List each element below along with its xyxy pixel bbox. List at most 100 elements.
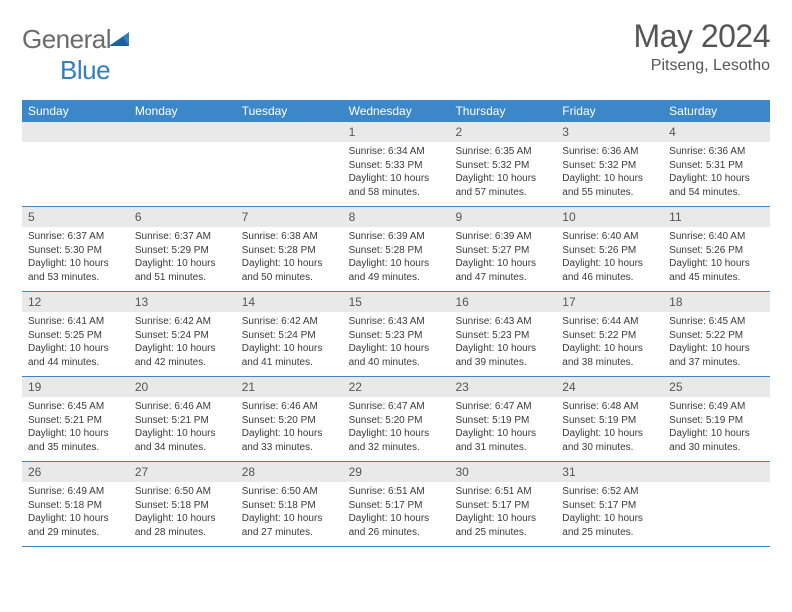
day-info: Sunrise: 6:49 AMSunset: 5:18 PMDaylight:… bbox=[22, 482, 129, 545]
day-cell: 23Sunrise: 6:47 AMSunset: 5:19 PMDayligh… bbox=[449, 377, 556, 461]
day-cell: 1Sunrise: 6:34 AMSunset: 5:33 PMDaylight… bbox=[343, 122, 450, 206]
sunset-line: Sunset: 5:21 PM bbox=[28, 415, 102, 426]
sunrise-line: Sunrise: 6:39 AM bbox=[455, 231, 531, 242]
daylight-line: Daylight: 10 hours and 34 minutes. bbox=[135, 428, 216, 453]
day-info: Sunrise: 6:47 AMSunset: 5:19 PMDaylight:… bbox=[449, 397, 556, 460]
sunset-line: Sunset: 5:21 PM bbox=[135, 415, 209, 426]
sunset-line: Sunset: 5:18 PM bbox=[28, 500, 102, 511]
sunset-line: Sunset: 5:18 PM bbox=[135, 500, 209, 511]
sunrise-line: Sunrise: 6:41 AM bbox=[28, 316, 104, 327]
sunset-line: Sunset: 5:20 PM bbox=[242, 415, 316, 426]
day-cell: 5Sunrise: 6:37 AMSunset: 5:30 PMDaylight… bbox=[22, 207, 129, 291]
sunset-line: Sunset: 5:17 PM bbox=[562, 500, 636, 511]
daylight-line: Daylight: 10 hours and 41 minutes. bbox=[242, 343, 323, 368]
sunrise-line: Sunrise: 6:43 AM bbox=[349, 316, 425, 327]
daylight-line: Daylight: 10 hours and 38 minutes. bbox=[562, 343, 643, 368]
day-cell: 8Sunrise: 6:39 AMSunset: 5:28 PMDaylight… bbox=[343, 207, 450, 291]
sunrise-line: Sunrise: 6:49 AM bbox=[669, 401, 745, 412]
daylight-line: Daylight: 10 hours and 29 minutes. bbox=[28, 513, 109, 538]
weekday-saturday: Saturday bbox=[663, 100, 770, 122]
day-cell: 17Sunrise: 6:44 AMSunset: 5:22 PMDayligh… bbox=[556, 292, 663, 376]
day-info: Sunrise: 6:42 AMSunset: 5:24 PMDaylight:… bbox=[129, 312, 236, 375]
day-number: 4 bbox=[663, 122, 770, 142]
sunrise-line: Sunrise: 6:46 AM bbox=[242, 401, 318, 412]
day-info: Sunrise: 6:45 AMSunset: 5:21 PMDaylight:… bbox=[22, 397, 129, 460]
day-info: Sunrise: 6:43 AMSunset: 5:23 PMDaylight:… bbox=[343, 312, 450, 375]
day-info: Sunrise: 6:49 AMSunset: 5:19 PMDaylight:… bbox=[663, 397, 770, 460]
empty-cell bbox=[236, 122, 343, 206]
day-number: 9 bbox=[449, 207, 556, 227]
sunset-line: Sunset: 5:19 PM bbox=[562, 415, 636, 426]
sunset-line: Sunset: 5:17 PM bbox=[455, 500, 529, 511]
daylight-line: Daylight: 10 hours and 53 minutes. bbox=[28, 258, 109, 283]
day-number: 31 bbox=[556, 462, 663, 482]
logo-text: General Blue bbox=[22, 22, 131, 86]
daylight-line: Daylight: 10 hours and 28 minutes. bbox=[135, 513, 216, 538]
sunrise-line: Sunrise: 6:42 AM bbox=[135, 316, 211, 327]
sunset-line: Sunset: 5:30 PM bbox=[28, 245, 102, 256]
empty-cell bbox=[663, 462, 770, 546]
sunrise-line: Sunrise: 6:51 AM bbox=[349, 486, 425, 497]
day-cell: 12Sunrise: 6:41 AMSunset: 5:25 PMDayligh… bbox=[22, 292, 129, 376]
sunset-line: Sunset: 5:24 PM bbox=[135, 330, 209, 341]
sunset-line: Sunset: 5:23 PM bbox=[455, 330, 529, 341]
day-number: 7 bbox=[236, 207, 343, 227]
day-info: Sunrise: 6:47 AMSunset: 5:20 PMDaylight:… bbox=[343, 397, 450, 460]
day-cell: 31Sunrise: 6:52 AMSunset: 5:17 PMDayligh… bbox=[556, 462, 663, 546]
daylight-line: Daylight: 10 hours and 51 minutes. bbox=[135, 258, 216, 283]
day-info: Sunrise: 6:45 AMSunset: 5:22 PMDaylight:… bbox=[663, 312, 770, 375]
sunset-line: Sunset: 5:33 PM bbox=[349, 160, 423, 171]
sunset-line: Sunset: 5:22 PM bbox=[669, 330, 743, 341]
day-cell: 28Sunrise: 6:50 AMSunset: 5:18 PMDayligh… bbox=[236, 462, 343, 546]
day-cell: 22Sunrise: 6:47 AMSunset: 5:20 PMDayligh… bbox=[343, 377, 450, 461]
sunset-line: Sunset: 5:31 PM bbox=[669, 160, 743, 171]
sunset-line: Sunset: 5:27 PM bbox=[455, 245, 529, 256]
day-cell: 9Sunrise: 6:39 AMSunset: 5:27 PMDaylight… bbox=[449, 207, 556, 291]
logo-word2: Blue bbox=[60, 55, 110, 85]
day-cell: 13Sunrise: 6:42 AMSunset: 5:24 PMDayligh… bbox=[129, 292, 236, 376]
sunset-line: Sunset: 5:18 PM bbox=[242, 500, 316, 511]
day-cell: 27Sunrise: 6:50 AMSunset: 5:18 PMDayligh… bbox=[129, 462, 236, 546]
sunset-line: Sunset: 5:19 PM bbox=[455, 415, 529, 426]
day-number: 18 bbox=[663, 292, 770, 312]
day-info: Sunrise: 6:42 AMSunset: 5:24 PMDaylight:… bbox=[236, 312, 343, 375]
daylight-line: Daylight: 10 hours and 30 minutes. bbox=[669, 428, 750, 453]
sunset-line: Sunset: 5:22 PM bbox=[562, 330, 636, 341]
sunset-line: Sunset: 5:17 PM bbox=[349, 500, 423, 511]
sunrise-line: Sunrise: 6:36 AM bbox=[562, 146, 638, 157]
day-info: Sunrise: 6:41 AMSunset: 5:25 PMDaylight:… bbox=[22, 312, 129, 375]
day-number: 8 bbox=[343, 207, 450, 227]
daylight-line: Daylight: 10 hours and 26 minutes. bbox=[349, 513, 430, 538]
week-row: 19Sunrise: 6:45 AMSunset: 5:21 PMDayligh… bbox=[22, 377, 770, 462]
day-number bbox=[22, 122, 129, 142]
sunset-line: Sunset: 5:32 PM bbox=[562, 160, 636, 171]
day-cell: 11Sunrise: 6:40 AMSunset: 5:26 PMDayligh… bbox=[663, 207, 770, 291]
sunset-line: Sunset: 5:23 PM bbox=[349, 330, 423, 341]
sunrise-line: Sunrise: 6:36 AM bbox=[669, 146, 745, 157]
day-number: 10 bbox=[556, 207, 663, 227]
week-row: 5Sunrise: 6:37 AMSunset: 5:30 PMDaylight… bbox=[22, 207, 770, 292]
daylight-line: Daylight: 10 hours and 45 minutes. bbox=[669, 258, 750, 283]
calendar: SundayMondayTuesdayWednesdayThursdayFrid… bbox=[22, 100, 770, 547]
day-cell: 20Sunrise: 6:46 AMSunset: 5:21 PMDayligh… bbox=[129, 377, 236, 461]
day-number: 6 bbox=[129, 207, 236, 227]
day-number: 28 bbox=[236, 462, 343, 482]
day-number bbox=[663, 462, 770, 482]
weekday-tuesday: Tuesday bbox=[236, 100, 343, 122]
day-info: Sunrise: 6:38 AMSunset: 5:28 PMDaylight:… bbox=[236, 227, 343, 290]
day-number: 26 bbox=[22, 462, 129, 482]
week-row: 12Sunrise: 6:41 AMSunset: 5:25 PMDayligh… bbox=[22, 292, 770, 377]
day-info: Sunrise: 6:34 AMSunset: 5:33 PMDaylight:… bbox=[343, 142, 450, 205]
logo: General Blue bbox=[22, 22, 131, 86]
day-info: Sunrise: 6:52 AMSunset: 5:17 PMDaylight:… bbox=[556, 482, 663, 545]
day-cell: 16Sunrise: 6:43 AMSunset: 5:23 PMDayligh… bbox=[449, 292, 556, 376]
day-cell: 19Sunrise: 6:45 AMSunset: 5:21 PMDayligh… bbox=[22, 377, 129, 461]
sunrise-line: Sunrise: 6:43 AM bbox=[455, 316, 531, 327]
sunrise-line: Sunrise: 6:50 AM bbox=[242, 486, 318, 497]
day-info: Sunrise: 6:48 AMSunset: 5:19 PMDaylight:… bbox=[556, 397, 663, 460]
sunset-line: Sunset: 5:26 PM bbox=[562, 245, 636, 256]
sunrise-line: Sunrise: 6:34 AM bbox=[349, 146, 425, 157]
daylight-line: Daylight: 10 hours and 54 minutes. bbox=[669, 173, 750, 198]
title-block: May 2024 Pitseng, Lesotho bbox=[633, 18, 770, 75]
day-cell: 21Sunrise: 6:46 AMSunset: 5:20 PMDayligh… bbox=[236, 377, 343, 461]
